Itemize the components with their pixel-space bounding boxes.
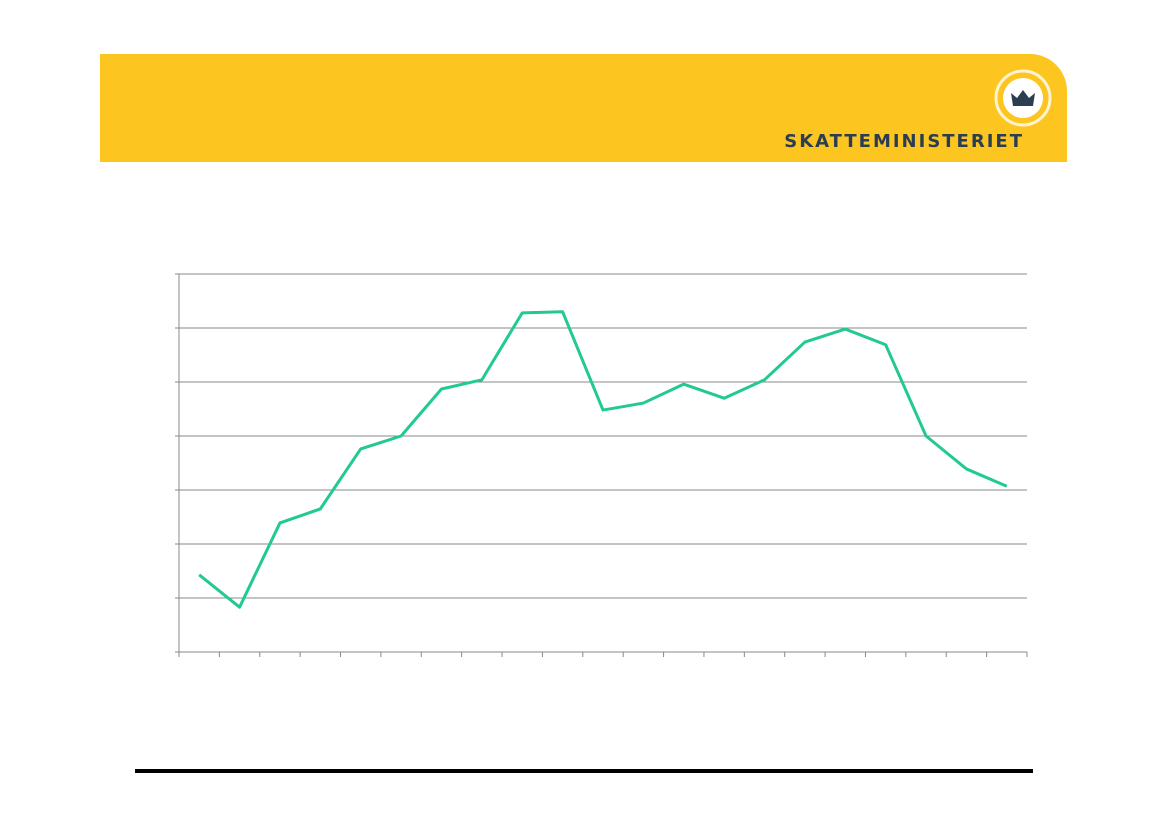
logo-ring [994, 69, 1052, 127]
header-band [100, 54, 1067, 162]
footer-rule [135, 769, 1033, 773]
data-line [198, 310, 1008, 609]
chart [175, 273, 1028, 657]
logo-crown [1011, 90, 1035, 106]
brand-name: SKATTEMINISTERIET [784, 131, 1024, 152]
